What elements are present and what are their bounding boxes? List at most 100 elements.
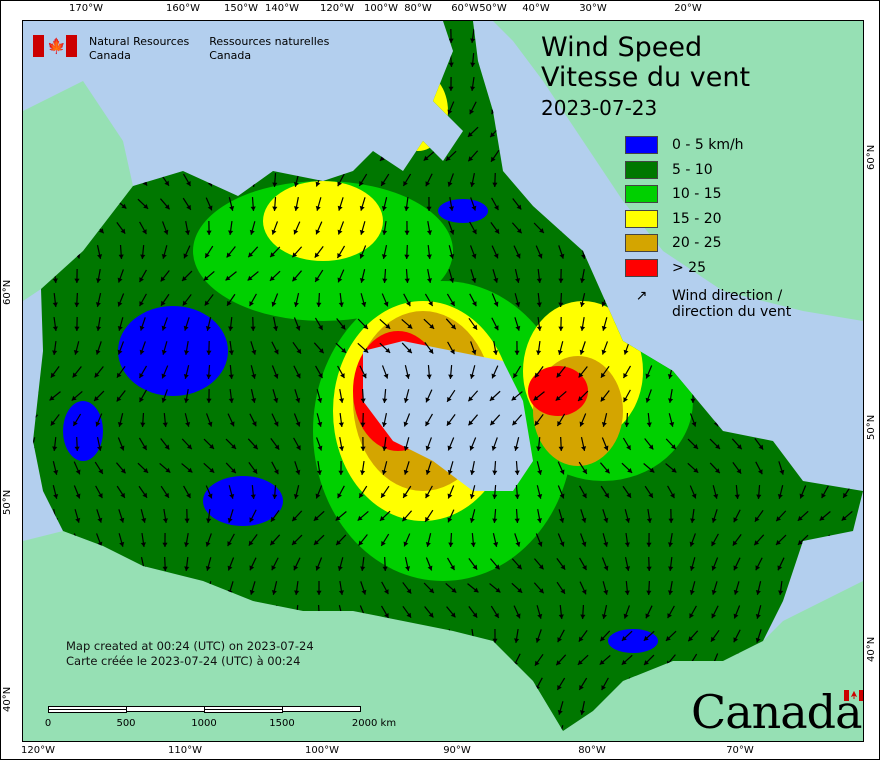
wind-arrow-head bbox=[317, 445, 323, 451]
wind-arrow-head bbox=[295, 421, 301, 427]
wind-arrow-head bbox=[494, 564, 500, 570]
wind-arrow-head bbox=[799, 493, 805, 499]
wind-arrow-head bbox=[493, 253, 499, 259]
wind-arrow-head bbox=[492, 470, 498, 475]
wind-arrow-head bbox=[557, 637, 562, 643]
wind-arrow-head bbox=[825, 348, 831, 353]
wind-arrow-head bbox=[426, 206, 432, 211]
speed-0-5-region bbox=[63, 401, 103, 461]
wind-arrow-head bbox=[250, 158, 256, 163]
wind-arrow-head bbox=[316, 134, 322, 139]
wind-arrow-head bbox=[515, 541, 521, 547]
wind-arrow-head bbox=[184, 230, 191, 235]
wind-arrow-head bbox=[118, 254, 124, 259]
wind-arrow-head bbox=[755, 613, 761, 619]
wind-arrow-head bbox=[711, 613, 717, 619]
wind-arrow-head bbox=[515, 301, 521, 307]
wind-arrow bbox=[315, 149, 323, 163]
wind-arrow-head bbox=[802, 348, 808, 354]
wind-arrow-head bbox=[140, 134, 146, 139]
wind-arrow-head bbox=[164, 180, 169, 186]
wind-arrow-head bbox=[316, 302, 322, 307]
wind-arrow bbox=[776, 341, 786, 355]
scale-label: 2000 km bbox=[351, 718, 397, 729]
wind-arrow-head bbox=[317, 397, 323, 403]
wind-arrow-head bbox=[165, 467, 171, 473]
lon-label: 80°W bbox=[578, 745, 606, 756]
wind-arrow bbox=[315, 101, 323, 115]
wind-arrow-head bbox=[800, 470, 806, 475]
wind-arrow-head bbox=[713, 493, 719, 499]
wind-arrow-head bbox=[450, 349, 455, 355]
wind-arrow bbox=[141, 124, 145, 140]
wind-arrow-head bbox=[581, 254, 587, 259]
wind-arrow-head bbox=[51, 85, 57, 91]
wind-arrow bbox=[247, 78, 259, 90]
wind-arrow-head bbox=[251, 421, 257, 427]
wind-arrow-head bbox=[404, 110, 410, 115]
wind-arrow-head bbox=[250, 494, 256, 499]
wind-arrow-head bbox=[271, 229, 277, 235]
wind-arrow-head bbox=[340, 324, 346, 330]
wind-arrow-head bbox=[625, 566, 631, 571]
wind-arrow-head bbox=[754, 540, 760, 546]
wind-arrow-head bbox=[820, 540, 825, 546]
wind-arrow-head bbox=[317, 421, 323, 427]
wind-arrow-head bbox=[228, 398, 234, 403]
wind-arrow-head bbox=[844, 566, 850, 571]
wind-arrow-head bbox=[779, 325, 785, 331]
wind-arrow-head bbox=[118, 86, 124, 91]
wind-arrow-head bbox=[295, 397, 301, 403]
wind-arrow-head bbox=[139, 325, 145, 331]
wind-arrow-head bbox=[539, 228, 544, 234]
wind-arrow-head bbox=[97, 446, 103, 451]
legend-label: > 25 bbox=[672, 259, 706, 276]
wind-arrow-head bbox=[120, 228, 126, 234]
lon-label: 20°W bbox=[674, 3, 702, 14]
wind-arrow-head bbox=[429, 588, 434, 594]
wind-arrow-head bbox=[755, 637, 761, 643]
wind-arrow bbox=[799, 365, 807, 379]
wind-arrow-head bbox=[471, 277, 477, 283]
wind-arrow-head bbox=[161, 373, 167, 379]
wind-arrow bbox=[52, 77, 58, 91]
wind-arrow-head bbox=[646, 566, 652, 571]
wind-arrow-head bbox=[141, 110, 147, 115]
wind-arrow bbox=[33, 460, 35, 476]
wind-arrow-head bbox=[603, 565, 609, 571]
wind-arrow-head bbox=[207, 157, 213, 163]
wind-arrow-head bbox=[667, 374, 673, 379]
wind-arrow-head bbox=[468, 156, 474, 162]
wind-arrow-head bbox=[491, 373, 497, 379]
wind-arrow-head bbox=[425, 397, 431, 403]
wind-arrow-head bbox=[426, 230, 433, 235]
wind-arrow-head bbox=[362, 60, 368, 66]
wind-arrow bbox=[823, 580, 827, 596]
speed-0-5-region bbox=[118, 306, 228, 396]
wind-arrow-head bbox=[72, 372, 78, 378]
wind-arrow-head bbox=[492, 182, 498, 187]
wind-arrow-head bbox=[74, 302, 80, 307]
wind-arrow bbox=[558, 725, 564, 731]
wind-arrow-head bbox=[471, 253, 477, 259]
wind-arrow-head bbox=[512, 420, 518, 426]
lon-label: 120°W bbox=[21, 745, 55, 756]
wind-arrow bbox=[33, 437, 36, 451]
wind-arrow-head bbox=[163, 109, 169, 115]
wind-arrow-head bbox=[665, 636, 671, 641]
wind-arrow-head bbox=[359, 492, 364, 498]
wind-arrow-head bbox=[579, 710, 585, 715]
wind-arrow-head bbox=[777, 565, 783, 571]
wind-arrow-head bbox=[139, 277, 144, 283]
wind-arrow-head bbox=[776, 540, 781, 545]
wind-arrow bbox=[578, 173, 588, 187]
wind-arrow-head bbox=[603, 445, 609, 451]
wind-arrow-head bbox=[559, 541, 565, 547]
wind-arrow bbox=[492, 77, 498, 91]
wind-arrow-head bbox=[313, 515, 319, 521]
wind-arrow-head bbox=[381, 540, 386, 546]
wind-arrow-head bbox=[493, 542, 499, 547]
wind-arrow-head bbox=[667, 590, 674, 595]
wind-arrow-head bbox=[426, 278, 433, 283]
wind-arrow-head bbox=[668, 350, 674, 355]
